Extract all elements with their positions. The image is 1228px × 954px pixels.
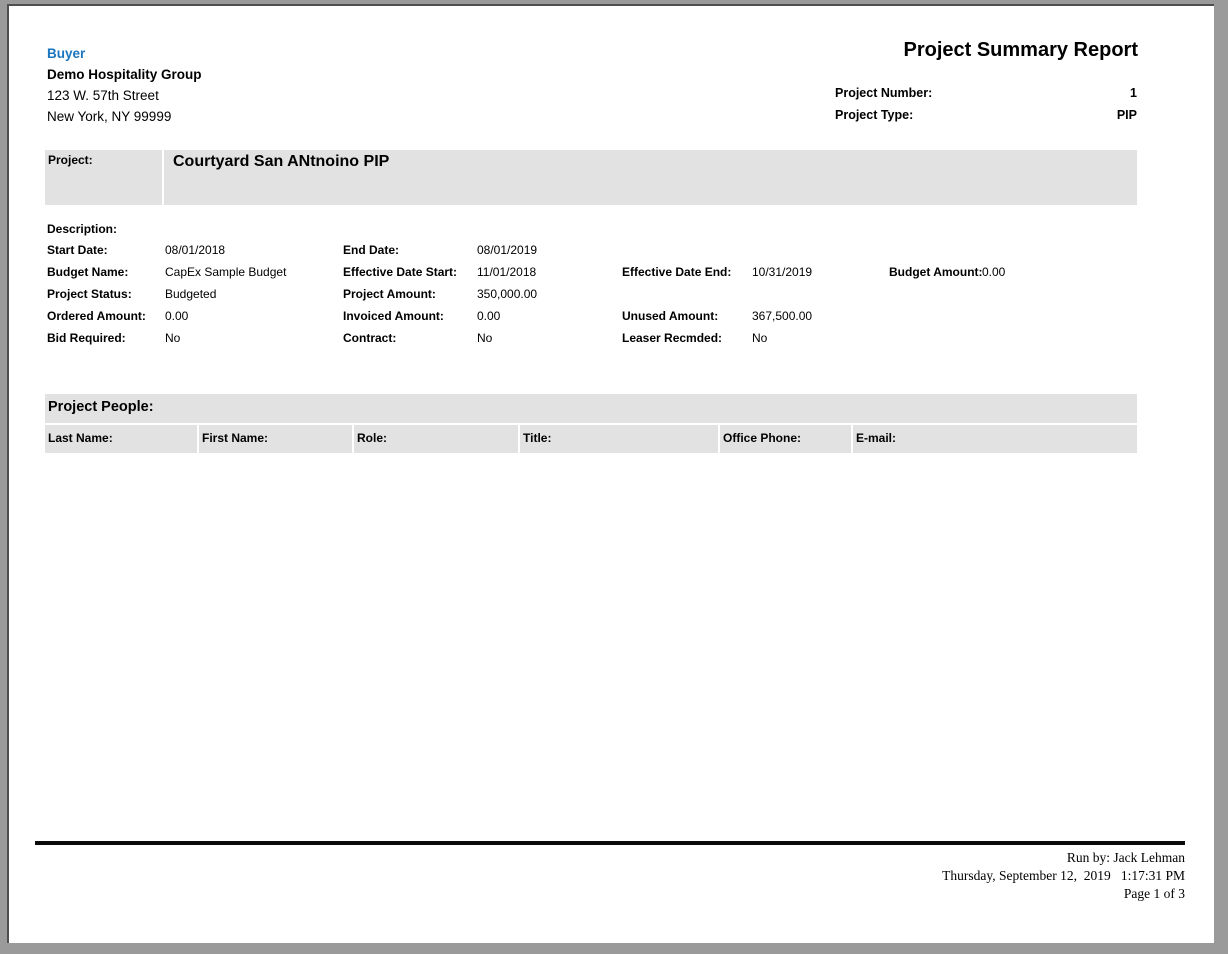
project-status-value: Budgeted <box>165 287 217 301</box>
field-row-4: Ordered Amount: 0.00 Invoiced Amount: 0.… <box>9 309 1214 325</box>
leaser-recmded-value: No <box>752 331 768 345</box>
project-type-row: Project Type: PIP <box>835 104 1137 126</box>
leaser-recmded-label: Leaser Recmded: <box>622 331 723 345</box>
contract-value: No <box>477 331 493 345</box>
budget-name-label: Budget Name: <box>47 265 129 279</box>
project-banner-label-cell: Project: <box>45 150 162 205</box>
field-row-5: Bid Required: No Contract: No Leaser Rec… <box>9 331 1214 347</box>
field-row-1: Start Date: 08/01/2018 End Date: 08/01/2… <box>9 243 1214 259</box>
report-page: Buyer Demo Hospitality Group 123 W. 57th… <box>7 4 1214 943</box>
invoiced-amount-label: Invoiced Amount: <box>343 309 444 323</box>
description-row: Description: <box>9 222 1214 238</box>
project-status-label: Project Status: <box>47 287 132 301</box>
column-header-first-name: First Name: <box>199 425 352 453</box>
report-footer: Run by: Jack Lehman Thursday, September … <box>942 849 1185 903</box>
run-datetime-text: Thursday, September 12, 2019 1:17:31 PM <box>942 868 1185 883</box>
page-number-text: Page 1 of 3 <box>1123 886 1185 901</box>
description-label: Description: <box>47 222 118 236</box>
company-name: Demo Hospitality Group <box>47 67 202 82</box>
project-type-value: PIP <box>1116 108 1137 122</box>
address-line-2: New York, NY 99999 <box>47 109 172 124</box>
end-date-value: 08/01/2019 <box>477 243 538 257</box>
budget-name-value: CapEx Sample Budget <box>165 265 287 279</box>
effective-date-end-label: Effective Date End: <box>622 265 732 279</box>
report-title: Project Summary Report <box>903 39 1138 61</box>
column-header-office-phone: Office Phone: <box>720 425 851 453</box>
effective-date-start-value: 11/01/2018 <box>477 265 537 279</box>
field-row-3: Project Status: Budgeted Project Amount:… <box>9 287 1214 303</box>
project-amount-label: Project Amount: <box>343 287 436 301</box>
ordered-amount-label: Ordered Amount: <box>47 309 146 323</box>
project-number-row: Project Number: 1 <box>835 82 1137 104</box>
field-row-2: Budget Name: CapEx Sample Budget Effecti… <box>9 265 1214 281</box>
buyer-label: Buyer <box>47 46 86 61</box>
start-date-value: 08/01/2018 <box>165 243 226 257</box>
bid-required-value: No <box>165 331 181 345</box>
project-banner-label: Project: <box>48 153 93 167</box>
column-header-email: E-mail: <box>853 425 1137 453</box>
end-date-label: End Date: <box>343 243 400 257</box>
budget-amount-value: 0.00 <box>982 265 1006 279</box>
effective-date-start-label: Effective Date Start: <box>343 265 458 279</box>
budget-amount-label: Budget Amount: <box>889 265 983 279</box>
footer-divider-rule <box>35 841 1185 845</box>
project-amount-value: 350,000.00 <box>477 287 538 301</box>
effective-date-end-value: 10/31/2019 <box>752 265 813 279</box>
report-meta: Project Number: 1 Project Type: PIP <box>835 82 1137 126</box>
contract-label: Contract: <box>343 331 397 345</box>
project-banner-value-cell: Courtyard San ANtnoino PIP <box>164 150 1137 205</box>
project-people-section-header: Project People: <box>45 394 1137 423</box>
run-by-text: Run by: Jack Lehman <box>1066 850 1185 865</box>
column-header-role: Role: <box>354 425 518 453</box>
address-line-1: 123 W. 57th Street <box>47 88 159 103</box>
column-header-last-name: Last Name: <box>45 425 197 453</box>
unused-amount-value: 367,500.00 <box>752 309 813 323</box>
unused-amount-label: Unused Amount: <box>622 309 719 323</box>
project-people-table-header: Last Name: First Name: Role: Title: Offi… <box>45 425 1137 453</box>
project-number-label: Project Number: <box>835 86 933 100</box>
ordered-amount-value: 0.00 <box>165 309 189 323</box>
project-banner-value: Courtyard San ANtnoino PIP <box>173 153 390 170</box>
project-number-value: 1 <box>1130 86 1137 100</box>
start-date-label: Start Date: <box>47 243 108 257</box>
project-type-label: Project Type: <box>835 108 914 122</box>
bid-required-label: Bid Required: <box>47 331 126 345</box>
invoiced-amount-value: 0.00 <box>477 309 501 323</box>
column-header-title: Title: <box>520 425 718 453</box>
project-people-title: Project People: <box>48 399 154 415</box>
buyer-block: Buyer Demo Hospitality Group 123 W. 57th… <box>47 43 202 127</box>
